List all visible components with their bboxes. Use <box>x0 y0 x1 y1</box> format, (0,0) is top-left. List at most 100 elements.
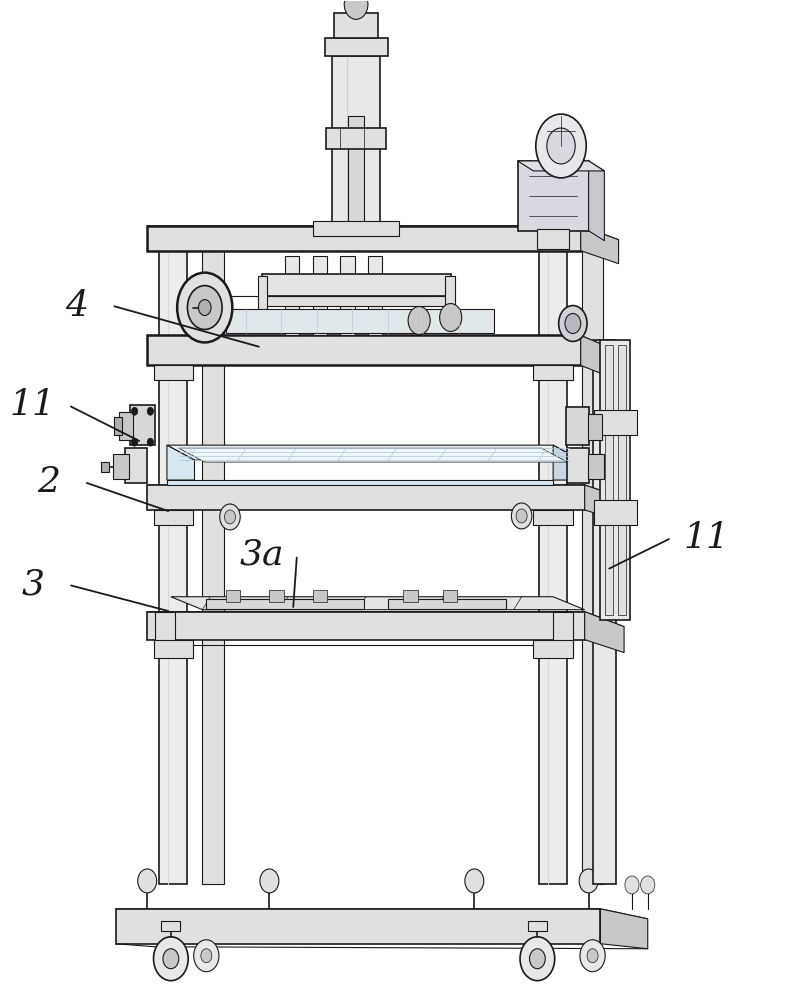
Circle shape <box>511 503 532 529</box>
Bar <box>528 921 547 931</box>
Circle shape <box>440 304 462 331</box>
Polygon shape <box>147 226 581 251</box>
Circle shape <box>587 949 598 963</box>
Bar <box>348 116 364 226</box>
Circle shape <box>194 940 219 972</box>
Circle shape <box>187 286 222 329</box>
Polygon shape <box>147 612 585 640</box>
Polygon shape <box>115 909 600 944</box>
Circle shape <box>641 876 655 894</box>
Polygon shape <box>167 445 195 480</box>
Bar <box>443 590 457 602</box>
Polygon shape <box>147 485 624 498</box>
Bar <box>312 256 327 335</box>
Bar <box>153 510 193 525</box>
Circle shape <box>177 273 233 342</box>
Bar <box>206 599 364 609</box>
Circle shape <box>579 869 598 893</box>
Bar <box>153 365 193 380</box>
Circle shape <box>131 407 138 415</box>
Circle shape <box>565 314 581 333</box>
Bar <box>605 345 613 615</box>
Bar <box>594 410 637 435</box>
Polygon shape <box>147 226 619 240</box>
Bar <box>161 921 180 931</box>
Bar <box>566 407 589 445</box>
Bar <box>332 56 380 226</box>
Bar <box>618 345 626 615</box>
Circle shape <box>225 510 236 524</box>
Circle shape <box>199 300 211 316</box>
Polygon shape <box>115 909 648 919</box>
Bar <box>113 454 129 479</box>
Bar <box>270 590 283 602</box>
Bar <box>285 256 299 335</box>
Circle shape <box>520 937 554 981</box>
Bar <box>155 612 175 652</box>
Polygon shape <box>147 335 581 365</box>
Polygon shape <box>581 335 619 380</box>
Polygon shape <box>600 909 648 949</box>
Bar <box>340 256 354 335</box>
Circle shape <box>558 306 587 341</box>
Bar <box>403 590 418 602</box>
Bar <box>582 246 603 884</box>
Circle shape <box>344 0 368 19</box>
Polygon shape <box>553 445 581 480</box>
Text: 4: 4 <box>65 289 88 323</box>
Bar <box>600 340 630 620</box>
Bar <box>567 448 589 483</box>
Bar <box>588 454 604 479</box>
Bar <box>100 462 108 472</box>
Circle shape <box>408 307 430 334</box>
Bar <box>130 405 155 445</box>
Bar <box>368 256 382 335</box>
Circle shape <box>163 949 179 969</box>
Polygon shape <box>585 485 624 522</box>
Circle shape <box>516 509 527 523</box>
Bar <box>114 417 122 435</box>
Text: 3: 3 <box>21 568 44 602</box>
Bar <box>312 221 399 236</box>
Circle shape <box>147 407 153 415</box>
Polygon shape <box>147 335 619 351</box>
Circle shape <box>536 114 586 178</box>
Polygon shape <box>517 161 604 171</box>
Bar <box>445 276 455 311</box>
Bar <box>312 590 327 602</box>
Circle shape <box>625 876 639 894</box>
Bar <box>119 412 133 440</box>
Polygon shape <box>589 161 604 241</box>
Bar <box>153 640 193 658</box>
Circle shape <box>201 949 212 963</box>
Bar <box>226 309 494 333</box>
Bar <box>262 274 451 296</box>
Bar <box>324 38 388 56</box>
Bar <box>537 229 569 249</box>
Text: 2: 2 <box>37 465 60 499</box>
Circle shape <box>138 869 157 893</box>
Bar <box>533 640 573 658</box>
Bar <box>334 13 378 38</box>
Circle shape <box>580 940 605 972</box>
Polygon shape <box>147 485 585 510</box>
Bar <box>553 612 573 652</box>
Circle shape <box>147 438 153 446</box>
Circle shape <box>465 869 484 893</box>
Bar <box>226 590 240 602</box>
Text: 11: 11 <box>684 521 730 555</box>
Polygon shape <box>167 480 553 485</box>
Polygon shape <box>167 445 581 460</box>
Polygon shape <box>585 612 624 653</box>
Polygon shape <box>171 597 585 610</box>
Bar <box>533 365 573 380</box>
Bar <box>592 340 616 884</box>
Bar <box>258 276 267 311</box>
Bar <box>388 599 506 609</box>
Circle shape <box>529 949 545 969</box>
Bar <box>533 510 573 525</box>
Circle shape <box>131 438 138 446</box>
Circle shape <box>547 128 575 164</box>
Circle shape <box>220 504 240 530</box>
Circle shape <box>260 869 279 893</box>
